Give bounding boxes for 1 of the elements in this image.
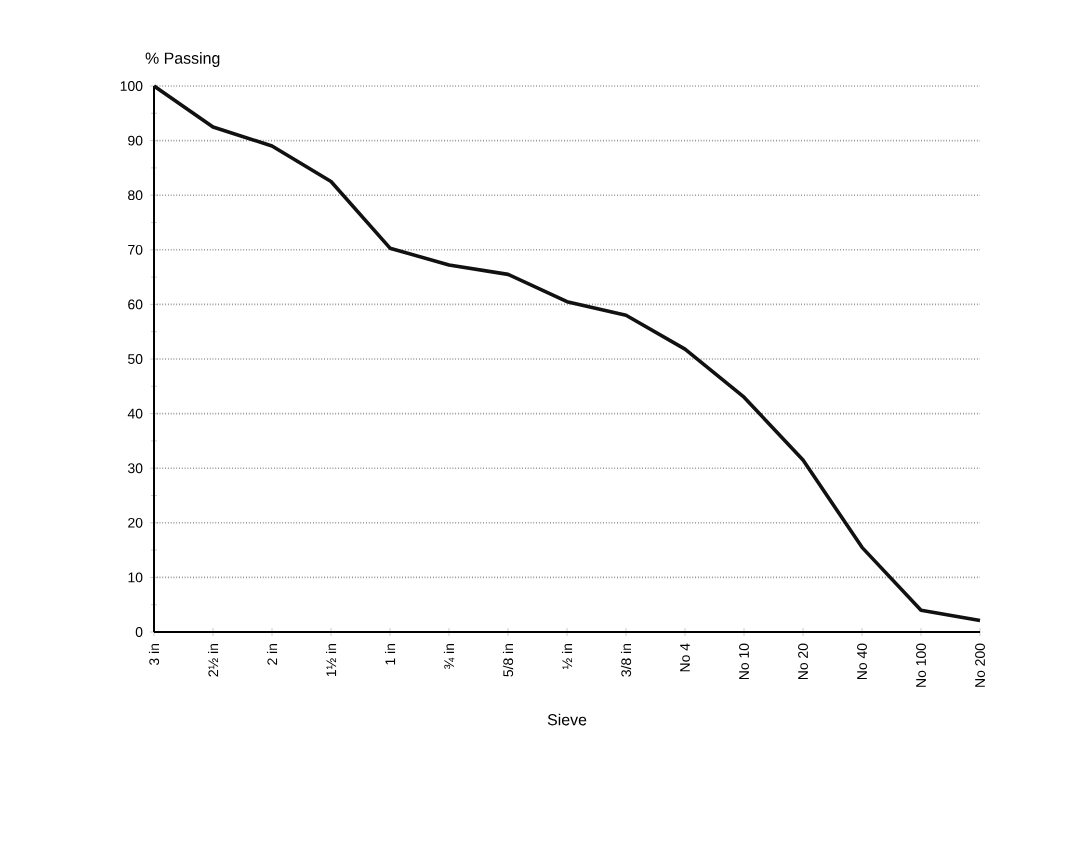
line-series <box>152 84 982 623</box>
